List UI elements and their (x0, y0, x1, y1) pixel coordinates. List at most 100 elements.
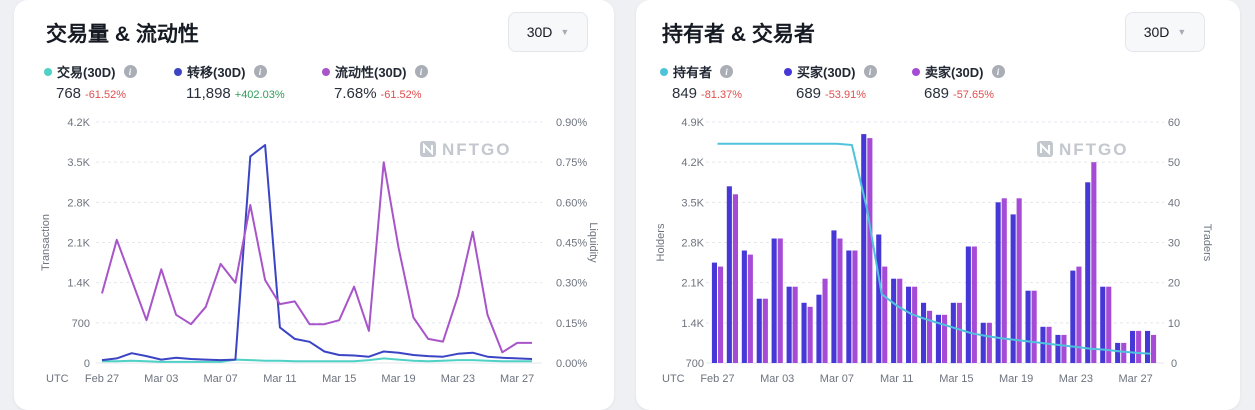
bar-sellers (867, 138, 873, 363)
bar-buyers (980, 322, 986, 363)
y-tick-label: 2.8K (681, 238, 704, 250)
x-tick-label: Mar 07 (203, 373, 237, 385)
bar-sellers (1001, 198, 1007, 363)
y-tick-label: 4.9K (681, 117, 704, 129)
bar-buyers (950, 302, 956, 364)
bar-sellers (732, 194, 738, 363)
info-icon[interactable]: i (123, 65, 137, 78)
bar-buyers (846, 250, 852, 363)
bar-sellers (882, 266, 888, 363)
bar-buyers (831, 230, 837, 363)
legend-label: 买家(30D) (797, 65, 856, 80)
y2-tick-label: 0.75% (556, 157, 587, 169)
bar-buyers (861, 134, 867, 363)
y2-tick-label: 60 (1168, 117, 1180, 129)
series-line-liquidity (101, 161, 532, 354)
card-title: 持有者 & 交易者 (662, 23, 815, 46)
bar-sellers (1031, 290, 1037, 363)
watermark-text: NFTGO (442, 140, 512, 159)
stat-value: 7.68% (334, 85, 377, 102)
bar-buyers (1145, 330, 1151, 363)
range-select-value: 30D (526, 24, 553, 40)
y2-tick-label: 0.90% (556, 117, 587, 129)
info-icon[interactable]: i (863, 65, 877, 78)
info-icon[interactable]: i (414, 65, 428, 78)
x-tick-label: Feb 27 (85, 373, 119, 385)
transaction-liquidity-chart: 0 0.00% 700 0.15% 1.4K 0.30% 2.1K 0.45% 2.8K 0.60… (40, 117, 599, 385)
legend-item-sellers[interactable]: 卖家(30D) i 689 -57.65% (912, 62, 1005, 102)
y2-axis-title: Liquidity (587, 222, 599, 263)
holders-traders-card: 持有者 & 交易者 30D ▼ 持有者 i 849 -81.37% 买家(30D) i 68… (636, 0, 1240, 410)
y-tick-label: 1.4K (681, 318, 704, 330)
legend-label: 转移(30D) (187, 65, 246, 80)
x-tick-label: Mar 23 (1059, 373, 1093, 385)
bar-sellers (912, 286, 918, 363)
info-icon[interactable]: i (253, 65, 267, 78)
x-tick-label: Mar 27 (500, 373, 534, 385)
range-select-dropdown[interactable]: 30D ▼ (1125, 12, 1205, 52)
bar-buyers (1070, 270, 1076, 363)
y2-tick-label: 30 (1168, 238, 1180, 250)
stat-change: -57.65% (953, 89, 995, 101)
y-tick-label: 3.5K (67, 157, 90, 169)
y-tick-label: 0 (84, 358, 90, 370)
holders-traders-chart: 700 0 1.4K 10 2.1K 20 2.8K 30 3.5K 40 4.2K 50 4.9K 60… (655, 117, 1213, 385)
bar-buyers (1085, 182, 1091, 364)
legend-dot (174, 67, 182, 76)
bar-sellers (718, 266, 724, 363)
bar-buyers (921, 302, 927, 364)
bar-buyers (1040, 326, 1046, 363)
legend-dot (322, 67, 330, 76)
x-axis-prefix: UTC (662, 373, 685, 385)
bar-sellers (792, 286, 798, 363)
stat-change: -53.91% (825, 89, 867, 101)
y-tick-label: 4.2K (67, 117, 90, 129)
range-select-dropdown[interactable]: 30D ▼ (508, 12, 588, 52)
bar-buyers (1100, 286, 1106, 363)
bar-sellers (852, 250, 858, 363)
y2-tick-label: 0 (1171, 358, 1177, 370)
card-title: 交易量 & 流动性 (46, 23, 199, 46)
bar-buyers (801, 302, 807, 364)
info-icon[interactable]: i (991, 65, 1005, 78)
legend-label: 持有者 (673, 65, 713, 80)
legend-item-buyers[interactable]: 买家(30D) i 689 -53.91% (784, 62, 877, 102)
stat-value: 849 (672, 85, 698, 102)
bar-sellers (762, 298, 768, 363)
stat-value: 11,898 (186, 85, 231, 102)
bar-buyers (995, 202, 1001, 363)
bar-sellers (1046, 326, 1052, 363)
legend-item-transfer[interactable]: 转移(30D) i 11,898 +402.03% (174, 62, 285, 102)
legend-item-transaction[interactable]: 交易(30D) i 768 -61.52% (44, 62, 137, 102)
stat-change: +402.03% (234, 89, 285, 101)
x-tick-label: Mar 03 (760, 373, 794, 385)
y-tick-label: 700 (72, 318, 90, 330)
bar-buyers (965, 246, 971, 363)
bar-buyers (711, 262, 717, 363)
x-tick-label: Mar 07 (820, 373, 854, 385)
x-tick-label: Mar 19 (999, 373, 1033, 385)
bar-sellers (986, 322, 992, 363)
x-tick-label: Mar 15 (322, 373, 356, 385)
bar-sellers (1121, 342, 1127, 363)
y2-tick-label: 0.60% (556, 197, 587, 209)
y-tick-label: 2.1K (681, 278, 704, 290)
info-icon[interactable]: i (720, 65, 734, 78)
bar-sellers (942, 314, 948, 363)
x-axis-prefix: UTC (46, 373, 69, 385)
legend-item-holders[interactable]: 持有者 i 849 -81.37% (660, 62, 742, 102)
x-tick-label: Mar 19 (381, 373, 415, 385)
bar-buyers (771, 238, 777, 363)
bar-sellers (971, 246, 977, 363)
y2-tick-label: 10 (1168, 318, 1180, 330)
y-tick-label: 700 (686, 358, 704, 370)
y-tick-label: 2.8K (67, 197, 90, 209)
bar-sellers (807, 306, 813, 363)
bar-buyers (1130, 330, 1136, 363)
bar-sellers (1091, 162, 1097, 363)
legend-item-liquidity[interactable]: 流动性(30D) i 7.68% -61.52% (322, 62, 428, 102)
x-tick-label: Mar 15 (939, 373, 973, 385)
bar-sellers (1076, 266, 1082, 363)
stat-change: -81.37% (701, 89, 743, 101)
y2-axis-title: Traders (1201, 224, 1213, 262)
